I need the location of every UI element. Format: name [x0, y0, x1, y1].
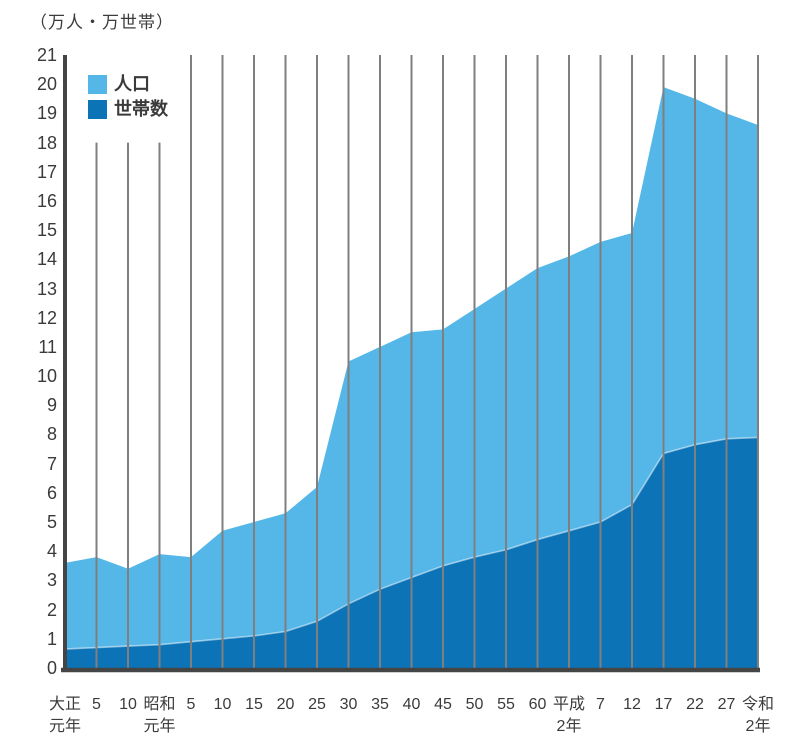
x-tick-label: 5 [186, 696, 196, 713]
x-tick-label: 平成 2年 [552, 696, 585, 735]
households-swatch [88, 100, 107, 119]
y-tick-label: 14 [36, 249, 57, 270]
x-tick-label: 22 [686, 696, 704, 713]
households-area [65, 437, 758, 668]
y-tick-label: 18 [36, 132, 57, 153]
x-tick-label: 20 [276, 696, 295, 713]
x-tick-label: 大正 元年 [48, 696, 81, 735]
x-tick-label: 10 [213, 696, 232, 713]
y-tick-label: 6 [46, 482, 57, 503]
y-tick-label: 1 [46, 628, 57, 649]
y-tick-label: 16 [36, 190, 57, 211]
x-tick-label: 5 [92, 696, 101, 713]
x-tick-label: 令和 2年 [741, 696, 774, 735]
x-tick-label: 30 [339, 696, 358, 713]
x-tick-label: 17 [654, 696, 673, 713]
y-tick-label: 0 [46, 658, 57, 678]
y-tick-label: 8 [46, 424, 57, 445]
y-tick-label: 10 [36, 366, 57, 387]
y-tick-label: 21 [36, 45, 57, 65]
x-tick-label: 40 [402, 696, 421, 713]
y-tick-label: 19 [36, 103, 57, 124]
x-tick-label: 7 [596, 696, 605, 713]
x-tick-label: 35 [371, 696, 389, 713]
y-tick-label: 2 [46, 599, 57, 620]
legend-item-population: 人口 [88, 75, 168, 94]
x-tick-label: 27 [717, 696, 736, 713]
x-tick-label: 50 [465, 696, 484, 713]
population-swatch [88, 75, 107, 94]
legend-label-households: 世帯数 [114, 99, 168, 119]
x-tick-label: 12 [623, 696, 641, 713]
x-tick-label: 60 [528, 696, 547, 713]
x-tick-label: 45 [434, 696, 452, 713]
y-tick-label: 9 [46, 395, 57, 416]
legend-item-households: 世帯数 [88, 100, 168, 119]
y-tick-label: 15 [36, 220, 57, 241]
y-axis-unit-label: （万人・万世帯） [30, 13, 174, 32]
y-tick-label: 13 [36, 278, 57, 299]
x-tick-label: 25 [308, 696, 326, 713]
y-tick-label: 7 [46, 453, 57, 474]
x-tick-label: 10 [119, 696, 137, 713]
y-tick-label: 20 [36, 74, 57, 95]
y-tick-label: 4 [46, 541, 57, 562]
x-tick-label: 昭和 元年 [143, 696, 176, 735]
x-tick-label: 55 [497, 696, 515, 713]
y-tick-label: 17 [36, 161, 57, 182]
legend-label-population: 人口 [114, 74, 150, 94]
y-tick-label: 11 [38, 336, 57, 357]
y-tick-label: 5 [46, 512, 57, 533]
y-tick-label: 12 [36, 307, 57, 328]
legend: 人口 世帯数 [88, 75, 168, 125]
y-tick-label: 3 [46, 570, 57, 591]
x-tick-label: 15 [245, 696, 263, 713]
